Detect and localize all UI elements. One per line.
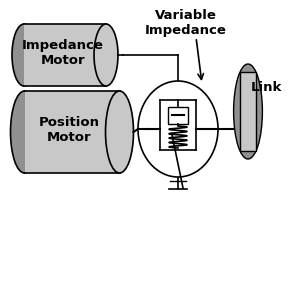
Ellipse shape: [10, 91, 38, 173]
Text: Position
Motor: Position Motor: [39, 116, 100, 144]
Bar: [24, 24, 106, 86]
Ellipse shape: [106, 91, 134, 173]
Ellipse shape: [94, 24, 118, 86]
Text: Link: Link: [250, 81, 282, 94]
Text: Variable
Impedance: Variable Impedance: [145, 9, 227, 37]
Bar: [168, 106, 188, 124]
Bar: [24, 91, 120, 173]
Ellipse shape: [12, 24, 36, 86]
Bar: [240, 72, 256, 151]
Ellipse shape: [138, 81, 218, 177]
Ellipse shape: [234, 64, 262, 159]
Text: Impedance
Motor: Impedance Motor: [22, 39, 103, 67]
